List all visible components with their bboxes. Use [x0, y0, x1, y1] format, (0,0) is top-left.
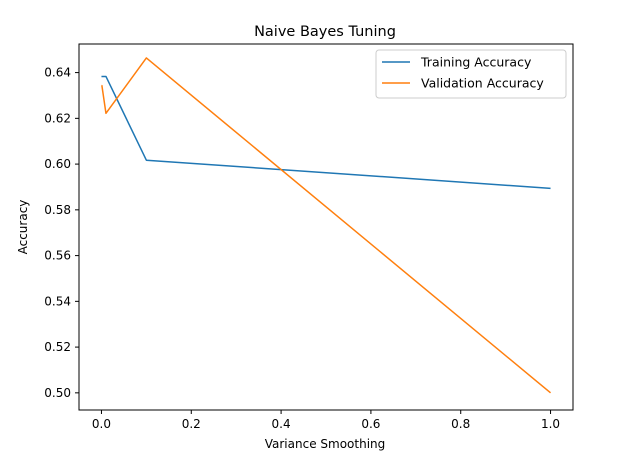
x-axis-ticks: 0.0 0.2 0.4 0.6 0.8 1.0: [92, 410, 560, 431]
legend-label: Validation Accuracy: [421, 76, 544, 91]
x-axis-label: Variance Smoothing: [265, 437, 386, 451]
series-layer: [101, 57, 552, 394]
series-line-validation-accuracy: [101, 57, 552, 394]
legend: Training Accuracy Validation Accuracy: [375, 49, 567, 99]
legend-box: [375, 49, 567, 99]
y-tick-label: 0.52: [44, 340, 71, 354]
x-tick-label: 0.4: [272, 417, 291, 431]
x-tick-label: 0.0: [92, 417, 111, 431]
x-tick-label: 0.6: [361, 417, 380, 431]
plot-frame: [78, 43, 574, 411]
y-tick-label: 0.64: [44, 66, 71, 80]
y-tick-label: 0.56: [44, 249, 71, 263]
x-tick-label: 0.2: [182, 417, 201, 431]
y-tick-label: 0.58: [44, 203, 71, 217]
y-axis-ticks: 0.50 0.52 0.54 0.56 0.58 0.60 0.62 0.64: [44, 66, 79, 400]
y-tick-label: 0.60: [44, 157, 71, 171]
y-tick-label: 0.54: [44, 294, 71, 308]
y-axis-label: Accuracy: [16, 200, 30, 255]
x-tick-label: 1.0: [541, 417, 560, 431]
y-tick-label: 0.62: [44, 111, 71, 125]
y-tick-label: 0.50: [44, 386, 71, 400]
chart-title: Naive Bayes Tuning: [254, 24, 396, 40]
x-tick-label: 0.8: [451, 417, 470, 431]
legend-label: Training Accuracy: [420, 55, 532, 70]
